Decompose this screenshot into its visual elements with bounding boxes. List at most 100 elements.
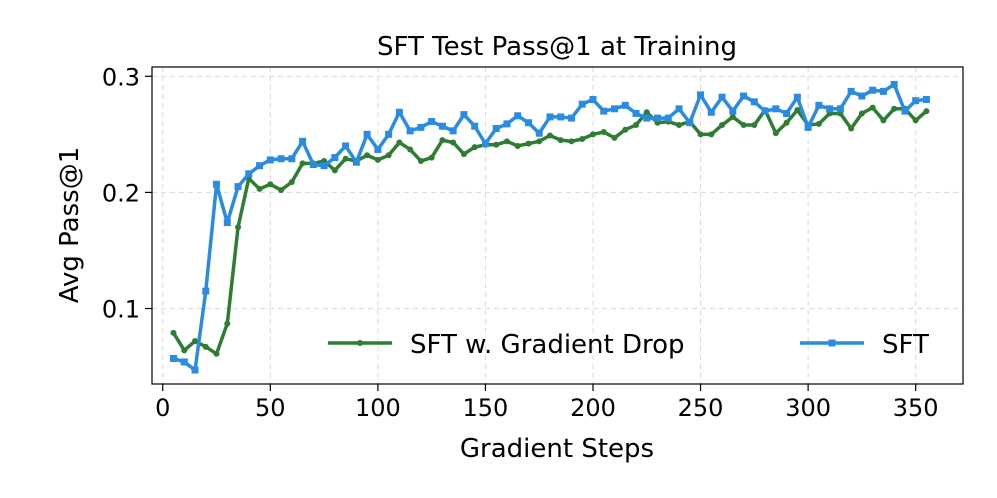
data-point-sft — [858, 92, 866, 100]
data-point-sft-w-gradient-drop — [417, 158, 424, 165]
x-tick-label: 100 — [355, 394, 401, 422]
data-point-sft — [847, 87, 855, 95]
data-point-sft-w-gradient-drop — [579, 135, 586, 142]
data-point-sft — [385, 130, 393, 138]
data-point-sft — [331, 154, 339, 162]
data-point-sft-w-gradient-drop — [267, 181, 274, 188]
data-point-sft-w-gradient-drop — [396, 139, 403, 146]
data-point-sft-w-gradient-drop — [546, 132, 553, 139]
data-point-sft — [772, 105, 780, 113]
data-point-sft — [481, 140, 489, 148]
data-point-sft — [299, 137, 307, 145]
data-point-sft — [632, 109, 640, 117]
data-point-sft-w-gradient-drop — [202, 343, 209, 350]
data-point-sft — [761, 107, 769, 115]
data-point-sft — [750, 98, 758, 106]
data-point-sft — [471, 122, 479, 130]
legend: SFT w. Gradient Drop SFT — [328, 330, 929, 360]
data-point-sft-w-gradient-drop — [912, 117, 919, 124]
data-point-sft-w-gradient-drop — [676, 122, 683, 129]
legend-marker-sft — [828, 339, 836, 347]
data-point-sft-w-gradient-drop — [256, 185, 263, 192]
data-point-sft-w-gradient-drop — [299, 160, 306, 167]
data-point-sft-w-gradient-drop — [869, 104, 876, 111]
x-tick-label: 250 — [678, 394, 724, 422]
x-axis-ticks: 0 50 100 150 200 250 300 350 — [155, 384, 939, 422]
data-point-sft-w-gradient-drop — [880, 117, 887, 124]
data-point-sft — [815, 101, 823, 109]
data-point-sft — [514, 112, 522, 120]
data-point-sft-w-gradient-drop — [192, 338, 199, 345]
data-point-sft-w-gradient-drop — [514, 142, 521, 149]
data-point-sft-w-gradient-drop — [213, 350, 220, 357]
grid-lines — [152, 67, 963, 384]
data-point-sft — [180, 358, 188, 366]
x-tick-label: 0 — [155, 394, 170, 422]
data-point-sft-w-gradient-drop — [622, 126, 629, 133]
x-tick-label: 350 — [893, 394, 939, 422]
data-point-sft — [922, 96, 930, 104]
data-point-sft — [342, 142, 350, 150]
data-point-sft — [643, 114, 651, 122]
data-point-sft-w-gradient-drop — [471, 144, 478, 151]
series-line-sft — [172, 82, 927, 372]
data-point-sft — [503, 120, 511, 128]
data-point-sft — [223, 219, 231, 227]
data-point-sft — [879, 87, 887, 95]
data-point-sft-w-gradient-drop — [278, 187, 285, 194]
data-point-sft — [395, 108, 403, 116]
data-point-sft — [557, 113, 565, 121]
data-point-sft — [428, 118, 436, 126]
data-point-sft — [524, 119, 532, 127]
data-point-sft — [718, 93, 726, 101]
data-point-sft — [901, 107, 909, 115]
y-tick-label: 0.2 — [102, 179, 140, 207]
data-point-sft — [912, 97, 920, 105]
legend-label-gradient-drop: SFT w. Gradient Drop — [410, 330, 685, 360]
data-point-sft — [438, 122, 446, 130]
data-point-sft — [492, 125, 500, 133]
data-point-sft-w-gradient-drop — [740, 122, 747, 129]
y-axis-label: Avg Pass@1 — [55, 147, 85, 304]
y-axis-ticks: 0.1 0.2 0.3 — [102, 63, 152, 324]
data-point-sft-w-gradient-drop — [729, 113, 736, 120]
x-axis-label: Gradient Steps — [460, 434, 654, 464]
data-point-sft — [686, 119, 694, 127]
data-point-sft — [697, 91, 705, 99]
data-point-sft-w-gradient-drop — [858, 110, 865, 117]
data-point-sft — [245, 170, 253, 178]
x-tick-label: 150 — [463, 394, 509, 422]
chart-title: SFT Test Pass@1 at Training — [377, 32, 737, 62]
data-point-sft — [740, 92, 748, 100]
data-point-sft-w-gradient-drop — [288, 178, 295, 185]
data-point-sft-w-gradient-drop — [815, 120, 822, 127]
data-point-sft-w-gradient-drop — [235, 224, 242, 231]
data-point-sft-w-gradient-drop — [170, 329, 177, 336]
data-point-sft — [277, 155, 285, 163]
data-point-sft — [836, 105, 844, 113]
data-point-sft-w-gradient-drop — [848, 125, 855, 132]
x-tick-label: 50 — [255, 394, 286, 422]
data-point-sft-w-gradient-drop — [568, 138, 575, 145]
data-point-sft — [406, 127, 414, 135]
data-point-sft — [449, 127, 457, 135]
data-point-sft-w-gradient-drop — [719, 122, 726, 129]
data-point-sft-w-gradient-drop — [181, 347, 188, 354]
data-point-sft — [611, 105, 619, 113]
data-point-sft — [546, 113, 554, 121]
data-point-sft-w-gradient-drop — [342, 155, 349, 162]
data-point-sft-w-gradient-drop — [224, 320, 231, 327]
data-point-sft — [417, 123, 425, 131]
series-sft — [170, 80, 930, 374]
data-point-sft-w-gradient-drop — [697, 131, 704, 138]
data-point-sft — [288, 155, 296, 163]
data-point-sft-w-gradient-drop — [439, 137, 446, 144]
data-point-sft — [664, 114, 672, 122]
data-point-sft — [320, 162, 328, 170]
data-point-sft — [535, 129, 543, 137]
data-point-sft-w-gradient-drop — [536, 138, 543, 145]
data-point-sft — [589, 96, 597, 104]
data-point-sft — [567, 114, 575, 122]
data-point-sft — [256, 162, 264, 170]
